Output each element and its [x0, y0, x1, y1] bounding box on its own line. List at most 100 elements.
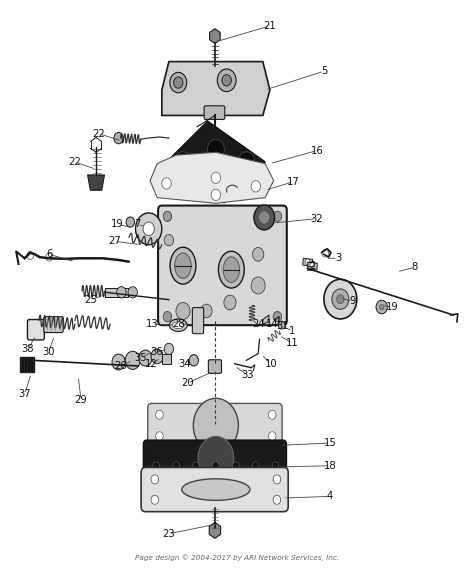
Ellipse shape: [219, 251, 244, 288]
Text: 29: 29: [74, 395, 87, 405]
Text: 1: 1: [289, 326, 296, 336]
Text: 19: 19: [386, 302, 399, 312]
Text: 7: 7: [134, 219, 141, 230]
Bar: [303, 258, 313, 266]
Circle shape: [201, 304, 212, 318]
Circle shape: [379, 304, 384, 310]
Ellipse shape: [175, 253, 191, 279]
Circle shape: [170, 73, 187, 93]
Text: 8: 8: [411, 262, 418, 272]
Circle shape: [305, 259, 310, 264]
Circle shape: [126, 217, 135, 227]
Text: 37: 37: [18, 389, 31, 399]
Circle shape: [260, 212, 269, 223]
Circle shape: [163, 312, 172, 322]
FancyBboxPatch shape: [158, 206, 287, 325]
Circle shape: [251, 277, 265, 294]
Circle shape: [310, 263, 315, 268]
Circle shape: [143, 222, 155, 236]
Text: 23: 23: [163, 529, 175, 539]
Text: 14: 14: [266, 319, 279, 329]
Circle shape: [212, 462, 219, 470]
FancyBboxPatch shape: [209, 360, 221, 373]
Text: 10: 10: [264, 359, 277, 369]
Text: 35: 35: [134, 353, 147, 363]
Circle shape: [151, 495, 158, 504]
Bar: [162, 353, 171, 364]
Text: 31: 31: [277, 321, 289, 331]
Bar: [20, 357, 34, 372]
Text: 34: 34: [178, 359, 191, 369]
Text: 6: 6: [46, 250, 52, 259]
Text: 25: 25: [84, 295, 97, 305]
Ellipse shape: [169, 319, 187, 331]
Circle shape: [151, 475, 158, 484]
Ellipse shape: [173, 322, 184, 328]
Circle shape: [151, 349, 163, 364]
Circle shape: [193, 399, 238, 453]
Text: 4: 4: [327, 492, 333, 501]
Polygon shape: [150, 152, 273, 203]
Text: 22: 22: [69, 157, 81, 167]
Polygon shape: [162, 62, 270, 115]
FancyBboxPatch shape: [192, 308, 204, 333]
Circle shape: [163, 211, 172, 222]
FancyBboxPatch shape: [204, 106, 225, 119]
Circle shape: [164, 343, 173, 355]
Text: 12: 12: [145, 359, 158, 369]
FancyBboxPatch shape: [44, 317, 63, 332]
Circle shape: [268, 410, 276, 419]
Text: 32: 32: [310, 214, 323, 224]
Circle shape: [251, 180, 261, 192]
Text: 38: 38: [22, 344, 34, 354]
Circle shape: [128, 287, 137, 298]
Circle shape: [208, 139, 224, 160]
Text: 21: 21: [264, 21, 276, 31]
Text: 20: 20: [182, 378, 194, 388]
Circle shape: [198, 436, 234, 480]
Text: 18: 18: [324, 461, 337, 471]
Circle shape: [156, 410, 163, 419]
Ellipse shape: [170, 247, 196, 284]
Text: 22: 22: [92, 128, 105, 139]
Circle shape: [254, 205, 274, 230]
Circle shape: [322, 249, 328, 257]
Circle shape: [272, 462, 279, 470]
Circle shape: [192, 462, 199, 470]
Text: 30: 30: [42, 347, 55, 357]
Circle shape: [125, 351, 140, 369]
Circle shape: [112, 354, 125, 370]
Text: Page design © 2004-2017 by ARI Network Services, Inc.: Page design © 2004-2017 by ARI Network S…: [135, 554, 339, 561]
Circle shape: [156, 432, 163, 441]
Circle shape: [139, 350, 152, 366]
Circle shape: [232, 462, 239, 470]
Circle shape: [117, 287, 126, 298]
Circle shape: [273, 475, 281, 484]
Circle shape: [211, 156, 220, 168]
Bar: [308, 262, 317, 270]
Circle shape: [217, 69, 236, 91]
Bar: [105, 288, 128, 297]
Ellipse shape: [223, 257, 239, 283]
Circle shape: [252, 462, 259, 470]
Circle shape: [114, 132, 123, 144]
Circle shape: [273, 495, 281, 504]
Circle shape: [222, 75, 231, 86]
Circle shape: [27, 251, 34, 259]
Circle shape: [189, 355, 199, 366]
Circle shape: [173, 77, 183, 89]
Circle shape: [376, 300, 387, 314]
Circle shape: [224, 295, 236, 310]
Text: 13: 13: [146, 319, 159, 329]
Circle shape: [173, 462, 179, 470]
FancyBboxPatch shape: [141, 468, 288, 512]
Text: 33: 33: [241, 370, 254, 380]
Text: 27: 27: [109, 236, 121, 246]
Ellipse shape: [182, 479, 250, 500]
Circle shape: [174, 152, 191, 172]
Circle shape: [337, 295, 344, 304]
Text: 2: 2: [309, 260, 315, 271]
Circle shape: [238, 152, 255, 172]
Circle shape: [268, 432, 276, 441]
FancyBboxPatch shape: [144, 440, 286, 476]
